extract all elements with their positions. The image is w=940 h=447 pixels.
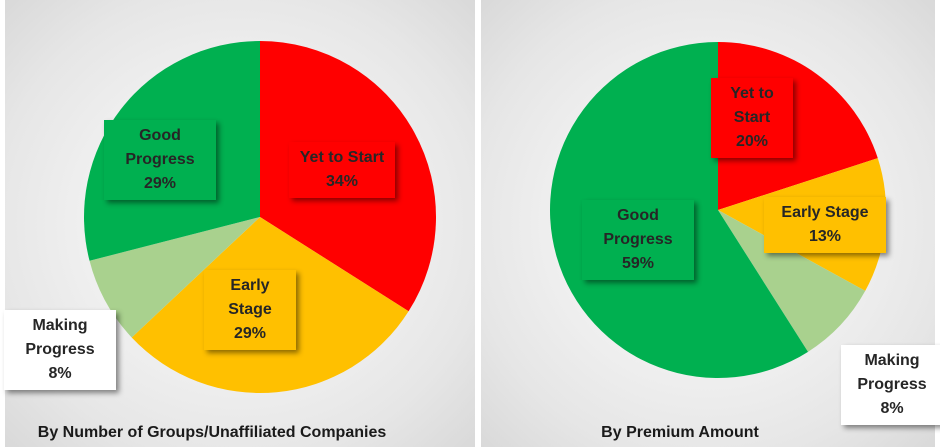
value-label: 13% [808,228,842,245]
data-label: Yet to Start 34% [289,142,395,198]
pie-slice [718,210,866,352]
chart-title: By Number of Groups/Unaffiliated Compani… [37,424,387,441]
category-label: Good Progress [603,207,673,248]
category-label: Making Progress [857,352,927,393]
value-label: 8% [48,365,72,382]
pie-slice [89,217,261,338]
chart-title: By Premium Amount [601,424,759,441]
data-label: Good Progress 29% [104,120,216,200]
data-label: Yet to Start 20% [711,78,793,158]
category-label: Early Stage [781,204,869,221]
data-label: Early Stage 29% [204,270,296,350]
category-label: Yet to Start [730,85,774,126]
data-label: Good Progress 59% [582,200,694,280]
value-label: 29% [143,175,177,192]
value-label: 59% [621,255,655,272]
value-label: 8% [880,400,904,417]
data-label: Making Progress 8% [841,345,940,425]
data-label: Early Stage 13% [764,197,886,253]
value-label: 20% [735,133,769,150]
category-label: Early Stage [228,277,272,318]
category-label: Yet to Start [299,149,385,166]
value-label: 34% [325,173,359,190]
category-label: Good Progress [125,127,195,168]
category-label: Making Progress [25,317,95,358]
data-label: Making Progress 8% [4,310,116,390]
value-label: 29% [233,325,267,342]
